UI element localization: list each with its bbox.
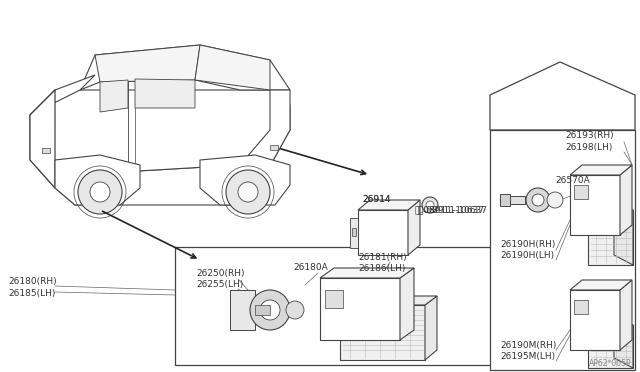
Polygon shape [408, 200, 420, 255]
Polygon shape [30, 90, 290, 188]
Bar [325, 290, 343, 308]
Polygon shape [570, 290, 620, 350]
Circle shape [526, 188, 550, 212]
Text: 26250(RH): 26250(RH) [196, 269, 244, 278]
Circle shape [426, 201, 434, 209]
Polygon shape [200, 155, 290, 205]
Polygon shape [320, 278, 400, 340]
Polygon shape [100, 80, 128, 112]
Polygon shape [255, 305, 270, 315]
Polygon shape [350, 218, 358, 248]
Polygon shape [80, 45, 290, 90]
Polygon shape [135, 79, 195, 108]
Text: 26181(RH): 26181(RH) [358, 253, 406, 262]
Text: 26914: 26914 [362, 195, 390, 204]
Polygon shape [55, 155, 140, 205]
Polygon shape [620, 280, 632, 350]
Text: 26198(LH): 26198(LH) [565, 143, 612, 152]
Polygon shape [30, 75, 95, 115]
Text: 26180A: 26180A [293, 263, 328, 272]
Bar [270, 145, 278, 150]
Polygon shape [400, 268, 414, 340]
Polygon shape [240, 90, 290, 175]
Polygon shape [614, 200, 633, 265]
Bar [490, 130, 635, 370]
Text: 26180(RH): 26180(RH) [8, 277, 56, 286]
Polygon shape [230, 290, 255, 330]
Polygon shape [620, 165, 632, 235]
Text: ⓝ 08911-10637: ⓝ 08911-10637 [418, 205, 487, 214]
Polygon shape [55, 165, 265, 205]
Circle shape [286, 301, 304, 319]
Text: 26914: 26914 [362, 195, 390, 204]
Text: ⓝ 08911-10637: ⓝ 08911-10637 [415, 205, 484, 214]
Polygon shape [490, 62, 635, 130]
Circle shape [238, 182, 258, 202]
Polygon shape [340, 296, 437, 305]
Polygon shape [588, 325, 633, 368]
Circle shape [547, 192, 563, 208]
Text: 26190M(RH): 26190M(RH) [500, 341, 556, 350]
Polygon shape [500, 194, 510, 206]
Text: 26195M(LH): 26195M(LH) [500, 352, 555, 361]
Bar [352, 228, 356, 236]
Polygon shape [570, 280, 632, 290]
Text: 26570A: 26570A [555, 176, 589, 185]
Text: 26186(LH): 26186(LH) [358, 264, 405, 273]
Circle shape [90, 182, 110, 202]
Text: 26193(RH): 26193(RH) [565, 131, 614, 140]
Polygon shape [358, 210, 408, 255]
Polygon shape [510, 196, 525, 204]
Text: AP62*005P: AP62*005P [589, 359, 632, 368]
Polygon shape [425, 296, 437, 360]
Circle shape [226, 170, 270, 214]
Polygon shape [95, 45, 200, 82]
Polygon shape [570, 175, 620, 235]
Polygon shape [340, 305, 425, 360]
Bar [42, 148, 50, 153]
Circle shape [532, 194, 544, 206]
Polygon shape [358, 200, 420, 210]
Bar [574, 185, 588, 199]
Circle shape [422, 197, 438, 213]
Text: 26185(LH): 26185(LH) [8, 289, 56, 298]
Polygon shape [195, 45, 270, 90]
Text: 26190H(LH): 26190H(LH) [500, 251, 554, 260]
Bar [574, 300, 588, 314]
Text: 26255(LH): 26255(LH) [196, 280, 243, 289]
Polygon shape [570, 165, 632, 175]
Polygon shape [614, 315, 633, 368]
Polygon shape [30, 90, 55, 188]
Circle shape [78, 170, 122, 214]
Text: 26190H(RH): 26190H(RH) [500, 240, 556, 249]
Polygon shape [320, 268, 414, 278]
Polygon shape [588, 210, 633, 265]
Circle shape [260, 300, 280, 320]
Bar [175, 247, 515, 365]
Circle shape [250, 290, 290, 330]
